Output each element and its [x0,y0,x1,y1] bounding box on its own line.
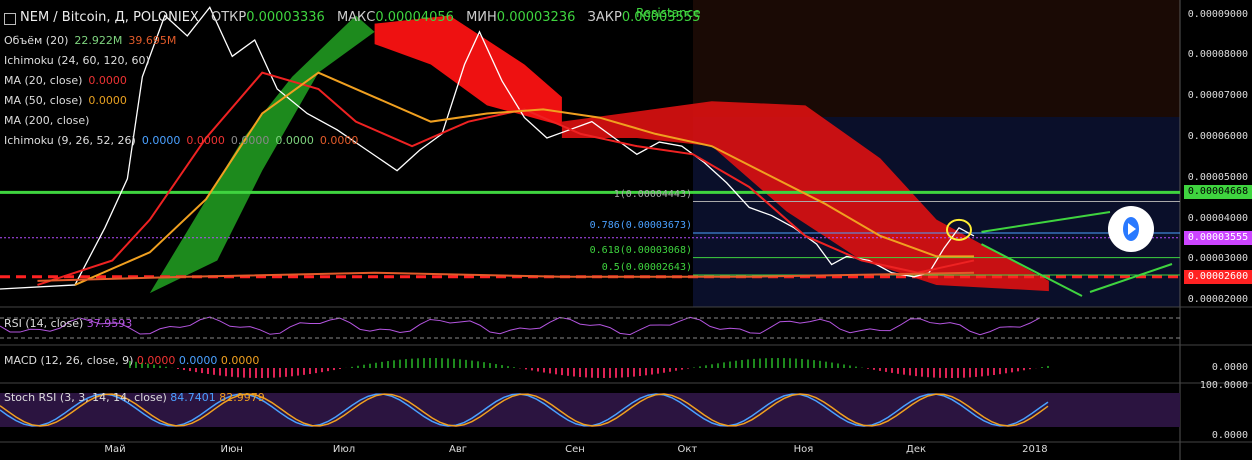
indicator-value: 0.0000 [186,134,225,147]
lower-panels [0,316,1180,427]
series-line [74,71,974,286]
y-tick-label: 0.00002000 [1187,294,1248,306]
macd-axis-label: 0.0000 [1211,362,1248,373]
fib-label: 0.786(0.00003673) [589,219,692,231]
indicator-label: MA (20, close) [4,74,83,87]
series-line [37,71,975,286]
y-tick-label: 0.00008000 [1187,49,1248,61]
macd-name: MACD (12, 26, close, 9) [4,354,134,367]
highlight-ellipse [945,218,972,241]
high-label: МАКС [336,10,376,25]
resistance-label: Resistance [636,6,701,20]
y-tick-label: 0.00007000 [1187,90,1248,102]
collapse-icon[interactable] [4,13,16,25]
low-label: МИН [466,10,497,25]
x-tick-label: Авг [449,444,468,455]
x-tick-label: Сен [565,444,585,455]
play-icon [1123,217,1139,241]
play-button[interactable] [1108,206,1154,252]
arrow-line [1089,263,1173,293]
indicator-ma20[interactable]: MA (20, close) 0.0000 [4,74,127,87]
cloud-red-area [561,101,1049,292]
indicator-label: MA (200, close) [4,114,90,127]
indicator-value: 39.695M [128,34,177,47]
price-tag: 0.00002600 [1184,269,1252,284]
stoch-name: Stoch RSI (3, 3, 14, 14, close) [4,391,167,404]
y-tick-label: 0.00003000 [1187,253,1248,265]
y-tick-label: 0.00005000 [1187,171,1248,183]
fib-label: 0.618(0.00003068) [589,244,692,256]
cloud-red-area [374,15,562,126]
arrow-line [981,243,1083,297]
indicator-value: 0.0000 [88,74,127,87]
series-line [0,6,975,290]
x-tick-label: Ноя [793,444,814,455]
indicator-value: 0.0000 [275,134,314,147]
ichimoku-cloud [149,15,1049,294]
fib-label: 0.5(0.00002643) [601,262,692,274]
close-value: 0.00003555 [621,10,701,25]
indicator-volume[interactable]: Объём (20) 22.922M 39.695M [4,34,176,47]
arrow-line [981,211,1111,233]
x-tick-label: Июн [220,444,243,455]
fib-label: 1(0.00004443) [613,188,692,200]
stoch-panel-label[interactable]: Stoch RSI (3, 3, 14, 14, close) 84.7401 … [4,391,265,404]
low-value: 0.00003236 [496,10,576,25]
price-series [0,6,1173,297]
x-tick-label: Май [104,444,126,455]
indicator-ma50[interactable]: MA (50, close) 0.0000 [4,94,127,107]
open-value: 0.00003336 [246,10,325,25]
rsi-line [0,316,1041,336]
indicator-ichimoku-2[interactable]: Ichimoku (9, 26, 52, 26) 0.0000 0.0000 0.00… [4,134,358,147]
chart-header: NEM / Bitcoin, Д, POLONIEX ОТКР0.0000333… [20,10,700,25]
x-tick-label: Дек [906,444,927,455]
close-label: ЗАКР [587,10,622,25]
stoch-axis-bottom: 0.0000 [1211,430,1248,441]
macd-panel-label[interactable]: MACD (12, 26, close, 9) 0.0000 0.0000 0.… [4,354,259,367]
macd-value: 0.0000 [178,354,218,367]
price-tag: 0.00004668 [1184,185,1252,200]
indicator-ichimoku-1[interactable]: Ichimoku (24, 60, 120, 60) [4,54,150,67]
x-tick-label: 2018 [1022,444,1048,455]
indicator-value: 0.0000 [319,134,359,147]
indicator-label: Ichimoku (24, 60, 120, 60) [4,54,150,67]
y-tick-label: 0.00006000 [1187,130,1248,142]
x-tick-label: Июл [332,444,356,455]
macd-value: 0.0000 [136,354,176,367]
price-tag: 0.00003555 [1184,230,1252,245]
x-tick-label: Окт [677,444,698,455]
rsi-value: 37.9593 [86,317,133,330]
indicator-value: 0.0000 [230,134,270,147]
indicator-ma200[interactable]: MA (200, close) [4,114,89,127]
stoch-axis-top: 100.0000 [1199,380,1248,391]
indicator-value: 0.0000 [141,134,181,147]
indicator-value: 22.922M [74,34,123,47]
indicator-label: MA (50, close) [4,94,83,107]
symbol-title: NEM / Bitcoin, Д, POLONIEX [20,10,199,25]
indicator-label: Объём (20) [4,34,69,47]
series-line [37,271,974,282]
indicator-label: Ichimoku (9, 26, 52, 26) [4,134,136,147]
stoch-value: 84.7401 [170,391,216,404]
rsi-name: RSI (14, close) [4,317,84,330]
y-tick-label: 0.00009000 [1187,8,1248,20]
y-tick-label: 0.00004000 [1187,212,1248,224]
rsi-panel-label[interactable]: RSI (14, close) 37.9593 [4,317,132,330]
high-value: 0.00004056 [375,10,454,25]
stoch-value: 82.9979 [219,391,265,404]
macd-value: 0.0000 [220,354,260,367]
indicator-value: 0.0000 [88,94,127,107]
open-label: ОТКР [210,10,247,25]
stoch-d-line [0,393,1049,427]
cloud-green-area [149,15,375,294]
